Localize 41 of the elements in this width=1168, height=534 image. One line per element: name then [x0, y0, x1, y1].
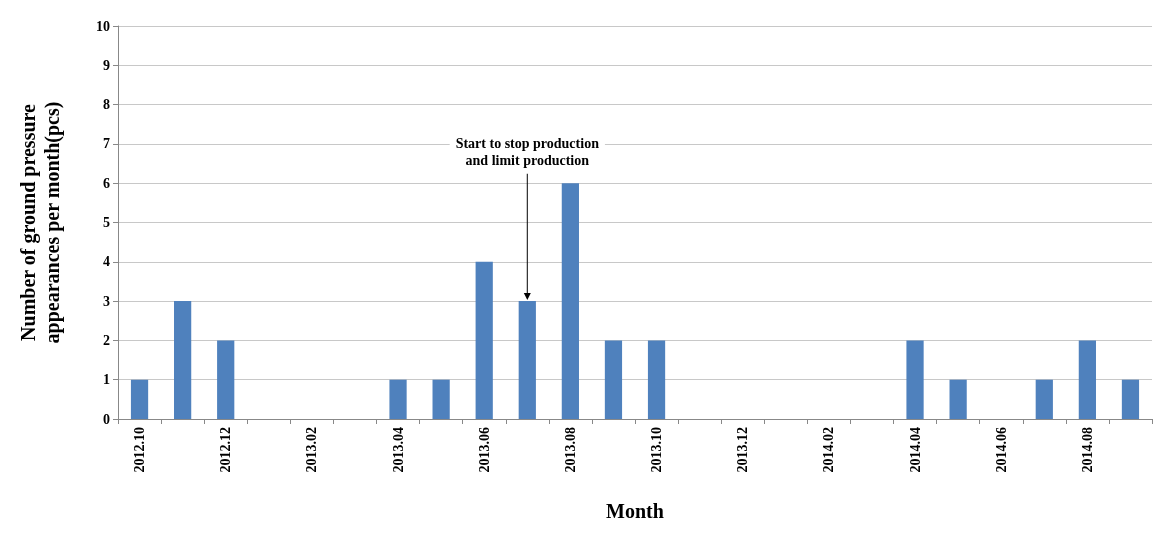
bar [1121, 379, 1140, 419]
x-tick-label: 2013.04 [390, 427, 406, 473]
bar [475, 261, 493, 419]
y-tick-label: 1 [103, 372, 110, 388]
x-tick-label: 2014.06 [993, 427, 1009, 473]
bar [1035, 379, 1053, 419]
x-tick-label: 2013.06 [476, 427, 492, 473]
y-tick-label: 5 [103, 215, 110, 230]
x-tick-label: 2013.02 [304, 427, 320, 473]
y-tick-label: 6 [103, 175, 110, 191]
y-tick-label: 10 [96, 18, 110, 34]
y-tick-label: 9 [103, 57, 110, 73]
bar [432, 379, 450, 419]
x-tick-label: 2013.08 [562, 427, 578, 473]
bar [1078, 340, 1096, 419]
y-tick-label: 3 [103, 293, 110, 309]
y-axis-title: Number of ground pressure appearances per month(pcs) [17, 101, 64, 344]
y-tick-label: 2 [103, 332, 110, 348]
y-tick-label: 0 [103, 411, 110, 427]
x-tick-label: 2014.02 [821, 427, 837, 473]
x-tick-label: 2014.04 [907, 427, 923, 473]
bar [561, 183, 579, 419]
x-tick-label: 2012.12 [218, 427, 234, 473]
bar [174, 301, 192, 419]
x-tick-label: 2013.10 [649, 427, 665, 473]
bar [389, 379, 407, 419]
bar [647, 340, 666, 419]
y-tick-label: 4 [103, 254, 110, 270]
x-tick-label: 2012.10 [132, 427, 148, 473]
x-axis-title: Month [606, 500, 664, 522]
bar [130, 379, 149, 419]
annotation: Start to stop production and limit production [455, 135, 600, 168]
y-tick-label: 8 [103, 97, 110, 113]
bar [604, 340, 623, 419]
x-tick-label: 2013.12 [735, 427, 751, 473]
bar [906, 340, 924, 419]
x-tick-label: 2014.08 [1079, 427, 1095, 473]
bar [949, 379, 967, 419]
bar [518, 301, 536, 419]
y-tick-label: 7 [103, 136, 110, 152]
bar [217, 340, 235, 419]
